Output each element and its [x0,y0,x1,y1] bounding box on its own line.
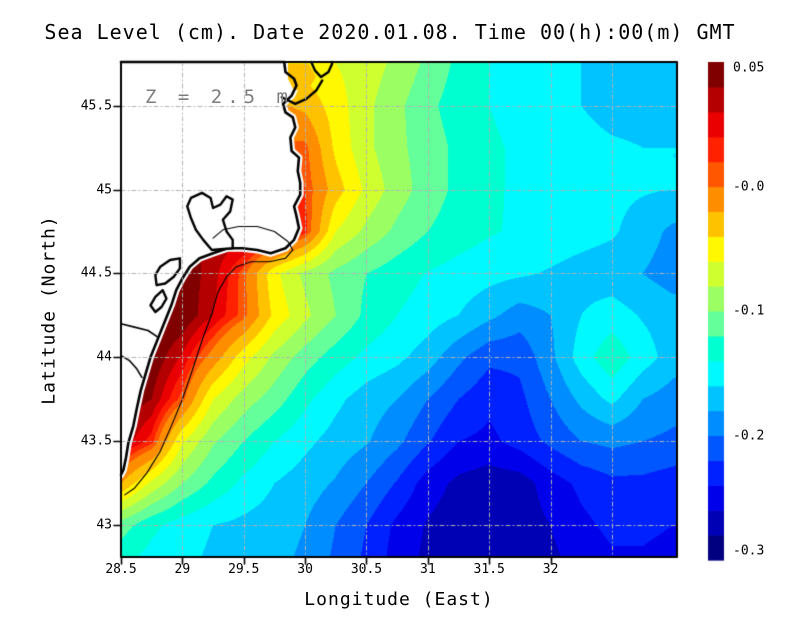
y-tick-label: 43 [96,517,112,533]
colorbar-tick-label: -0.2 [733,428,765,443]
x-tick-label: 28.5 [105,562,137,577]
x-tick-label: 29.5 [228,562,260,577]
x-tick-label: 29 [174,562,191,577]
y-tick-label: 44.5 [80,265,112,281]
y-tick-label: 45 [96,182,112,198]
colorbar-tick-label: -0.3 [733,543,765,559]
chart-title: Sea Level (cm). Date 2020.01.08. Time 00… [44,20,736,44]
annotation-depth-label: Z = 2.5 m [145,86,293,108]
colorbar-tick-label: -0.0 [733,179,765,194]
x-tick-label: 31 [420,562,436,577]
y-tick-label: 45.5 [80,98,112,114]
x-tick-label: 30 [297,562,313,577]
x-axis-title: Longitude (East) [304,589,494,610]
x-tick-label: 32 [542,562,559,577]
colorbar-tick-label: -0.1 [733,303,765,319]
y-tick-label: 44 [96,349,112,365]
colorbar-tick-label: 0.05 [733,60,765,76]
y-tick-label: 43.5 [80,433,112,449]
y-axis-title: Latitude (North) [38,215,60,405]
x-tick-label: 31.5 [473,562,505,577]
x-tick-label: 30.5 [350,562,383,577]
